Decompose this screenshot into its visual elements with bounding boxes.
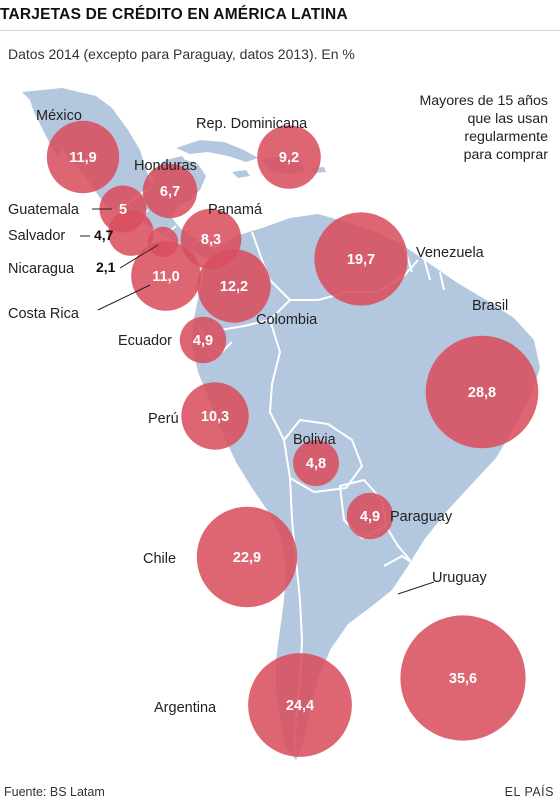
leader-layer: [80, 208, 435, 595]
value-label-colombia: 12,2: [220, 279, 248, 295]
value-label-uruguay: 35,6: [449, 671, 477, 687]
legend-note-line: regularmente: [464, 129, 548, 145]
bubble-peru: [181, 382, 249, 450]
legend-note-line: que las usan: [467, 111, 548, 127]
bubble-ecuador: [179, 316, 227, 364]
border-colombia-peru: [219, 299, 291, 331]
legend-note-line: para comprar: [463, 147, 548, 163]
page-subtitle: Datos 2014 (excepto para Paraguay, datos…: [8, 46, 355, 62]
country-label-ecuador: Ecuador: [118, 333, 172, 349]
title-divider: [0, 30, 560, 31]
leader-line-uruguay: [397, 581, 435, 595]
value-label-guatemala: 5: [119, 202, 127, 218]
legend-note: Mayores de 15 años que las usan regularm…: [328, 92, 548, 164]
border-peru-brazil: [269, 319, 285, 441]
value-label-salvador: 4,7: [94, 227, 114, 243]
bubble-paraguay: [346, 492, 394, 540]
value-label-bolivia: 4,8: [306, 456, 326, 472]
country-label-uruguay: Uruguay: [432, 570, 488, 586]
value-label-paraguay: 4,9: [360, 509, 380, 525]
border-uruguay: [383, 555, 421, 591]
bubble-bolivia: [293, 440, 339, 486]
bubble-honduras: [142, 163, 198, 219]
value-label-honduras: 6,7: [160, 184, 180, 200]
source-credit: Fuente: BS Latam: [4, 785, 105, 799]
publisher-logo: EL PAÍS: [504, 785, 554, 799]
country-label-costa-rica: Costa Rica: [8, 306, 80, 322]
country-label-nicaragua: Nicaragua: [8, 261, 75, 277]
country-label-chile: Chile: [143, 551, 176, 567]
border-argentina-brazil: [385, 525, 411, 561]
legend-note-line: Mayores de 15 años: [419, 93, 548, 109]
country-label-peru: Perú: [148, 411, 179, 427]
value-label-peru: 10,3: [201, 409, 229, 425]
country-label-mexico: México: [36, 108, 82, 124]
country-label-honduras: Honduras: [134, 158, 197, 174]
country-label-bolivia: Bolivia: [293, 432, 337, 448]
value-label-chile: 22,9: [233, 550, 261, 566]
bubble-argentina: [248, 653, 352, 757]
country-label-venezuela: Venezuela: [416, 245, 485, 261]
page-title: TARJETAS DE CRÉDITO EN AMÉRICA LATINA: [0, 6, 348, 23]
value-label-rep-dominicana: 9,2: [279, 150, 299, 166]
country-label-paraguay: Paraguay: [390, 509, 453, 525]
bubble-layer: [46, 120, 539, 757]
bubble-colombia: [197, 249, 271, 323]
land-cuba: [176, 140, 258, 162]
value-label-costa-rica: 11,0: [152, 269, 179, 285]
country-label-brasil: Brasil: [472, 298, 508, 314]
leader-line-costa-rica: [97, 284, 151, 311]
value-label-mexico: 11,9: [69, 150, 96, 166]
bubble-brasil: [425, 335, 539, 449]
country-label-salvador: Salvador: [8, 228, 65, 244]
bubble-salvador: [108, 210, 154, 256]
bubble-chile: [196, 506, 298, 608]
value-label-panama: 8,3: [201, 232, 221, 248]
bubble-mexico: [46, 120, 120, 194]
country-label-panama: Panamá: [208, 202, 263, 218]
label-layer: 11,9 México 9,2 Rep. Dominicana 6,7 Honduras 5…: [8, 108, 508, 716]
value-label-nicaragua: 2,1: [96, 259, 116, 275]
country-label-rep-dominicana: Rep. Dominicana: [196, 116, 308, 132]
bubble-rep-dominicana: [257, 125, 321, 189]
country-label-argentina: Argentina: [154, 700, 217, 716]
bubble-venezuela: [314, 212, 408, 306]
value-label-argentina: 24,4: [286, 698, 314, 714]
leader-line-nicaragua: [119, 244, 159, 269]
bubble-uruguay: [400, 615, 526, 741]
bubble-costa-rica: [131, 241, 201, 311]
value-label-ecuador: 4,9: [193, 333, 213, 349]
land-jamaica: [232, 170, 250, 178]
value-label-venezuela: 19,7: [347, 252, 375, 268]
border-bolivia: [283, 419, 363, 493]
country-label-guatemala: Guatemala: [8, 202, 80, 218]
country-label-colombia: Colombia: [256, 312, 318, 328]
value-label-brasil: 28,8: [468, 385, 496, 401]
